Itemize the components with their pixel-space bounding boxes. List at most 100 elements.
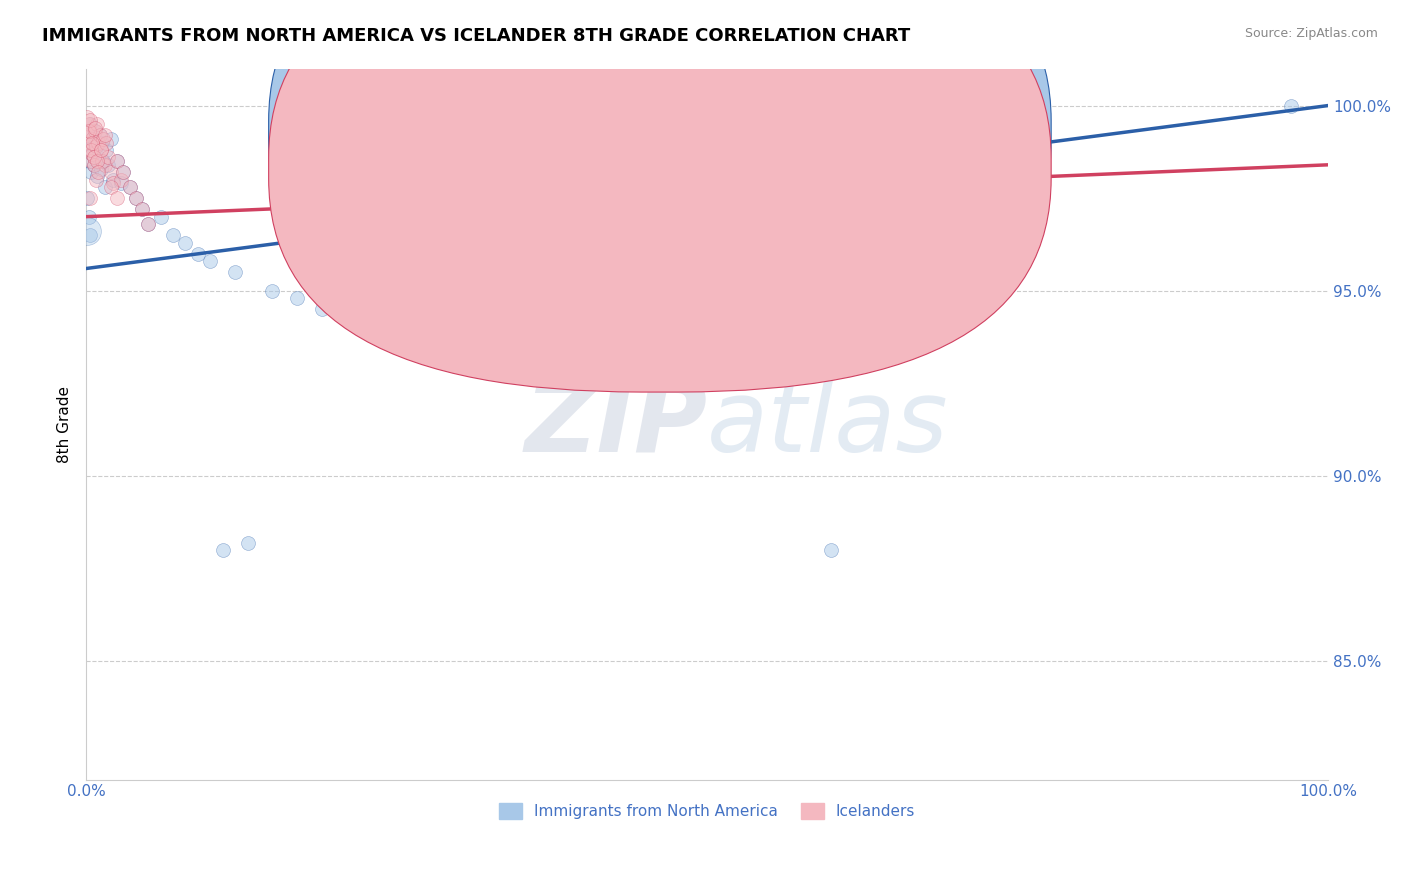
Point [86, 154, 108, 169]
Text: R = 0.272    N = 45: R = 0.272 N = 45 [695, 159, 870, 178]
Point [77, 154, 100, 169]
Text: atlas: atlas [707, 376, 949, 473]
Point [125, 191, 148, 205]
Point [110, 172, 132, 186]
Point [94, 136, 117, 150]
Point [83, 124, 105, 138]
Point [93, 128, 115, 143]
Point [118, 180, 141, 194]
Point [136, 217, 159, 231]
Point [84, 139, 107, 153]
Text: R = 0.268    N = 46: R = 0.268 N = 46 [695, 121, 870, 139]
Point [77, 117, 100, 131]
Point [84, 139, 107, 153]
Point [87, 136, 110, 150]
Point [94, 143, 117, 157]
Point [112, 165, 135, 179]
FancyBboxPatch shape [269, 0, 1052, 392]
Point [349, 313, 371, 327]
Point [118, 180, 141, 194]
Point [89, 128, 111, 143]
Point [110, 177, 132, 191]
Point [100, 165, 122, 179]
Point [90, 143, 112, 157]
Point [100, 132, 122, 146]
Point [696, 246, 718, 260]
Point [83, 124, 105, 138]
Point [86, 169, 108, 183]
Point [93, 158, 115, 172]
Point [97, 158, 120, 172]
Point [79, 143, 101, 157]
Point [211, 543, 233, 558]
Point [79, 117, 101, 131]
Point [83, 158, 105, 172]
Legend: Immigrants from North America, Icelanders: Immigrants from North America, Icelander… [492, 797, 921, 825]
Point [84, 172, 107, 186]
Point [93, 132, 115, 146]
Point [83, 158, 105, 172]
Point [79, 191, 101, 205]
Point [236, 535, 259, 549]
Point [1279, 98, 1302, 112]
Point [112, 165, 135, 179]
Point [76, 110, 98, 124]
Point [820, 543, 842, 558]
Point [77, 128, 100, 143]
Point [77, 124, 100, 138]
Text: ZIP: ZIP [524, 376, 707, 473]
Point [162, 228, 184, 243]
Y-axis label: 8th Grade: 8th Grade [58, 385, 72, 463]
Text: IMMIGRANTS FROM NORTH AMERICA VS ICELANDER 8TH GRADE CORRELATION CHART: IMMIGRANTS FROM NORTH AMERICA VS ICELAND… [42, 27, 911, 45]
Point [131, 202, 153, 217]
Point [77, 136, 100, 150]
Point [285, 291, 308, 305]
Point [89, 128, 111, 143]
Point [83, 120, 105, 135]
Point [187, 246, 209, 260]
Point [82, 132, 104, 146]
FancyBboxPatch shape [626, 115, 993, 196]
Point [136, 217, 159, 231]
Point [311, 302, 333, 317]
Point [79, 228, 101, 243]
Point [82, 136, 104, 150]
Point [82, 146, 104, 161]
Point [149, 210, 172, 224]
Point [79, 143, 101, 157]
Point [125, 191, 148, 205]
Point [100, 180, 122, 194]
Point [97, 150, 120, 164]
Point [76, 136, 98, 150]
Point [103, 172, 125, 186]
Point [91, 154, 114, 169]
Point [87, 150, 110, 164]
Point [90, 161, 112, 176]
Point [86, 117, 108, 131]
Point [105, 191, 128, 205]
Text: Source: ZipAtlas.com: Source: ZipAtlas.com [1244, 27, 1378, 40]
Point [82, 132, 104, 146]
Point [79, 124, 101, 138]
Point [93, 154, 115, 169]
Point [76, 128, 98, 143]
Point [262, 284, 284, 298]
Point [82, 146, 104, 161]
Point [103, 177, 125, 191]
Point [105, 154, 128, 169]
Point [83, 150, 105, 164]
Point [80, 165, 103, 179]
Point [131, 202, 153, 217]
Point [174, 235, 197, 250]
Point [76, 191, 98, 205]
Point [76, 225, 98, 239]
Point [105, 154, 128, 169]
Point [80, 154, 103, 169]
Point [80, 143, 103, 157]
Point [224, 265, 246, 279]
Point [91, 136, 114, 150]
Point [87, 165, 110, 179]
Point [200, 254, 222, 268]
FancyBboxPatch shape [269, 0, 1052, 355]
Point [77, 210, 100, 224]
